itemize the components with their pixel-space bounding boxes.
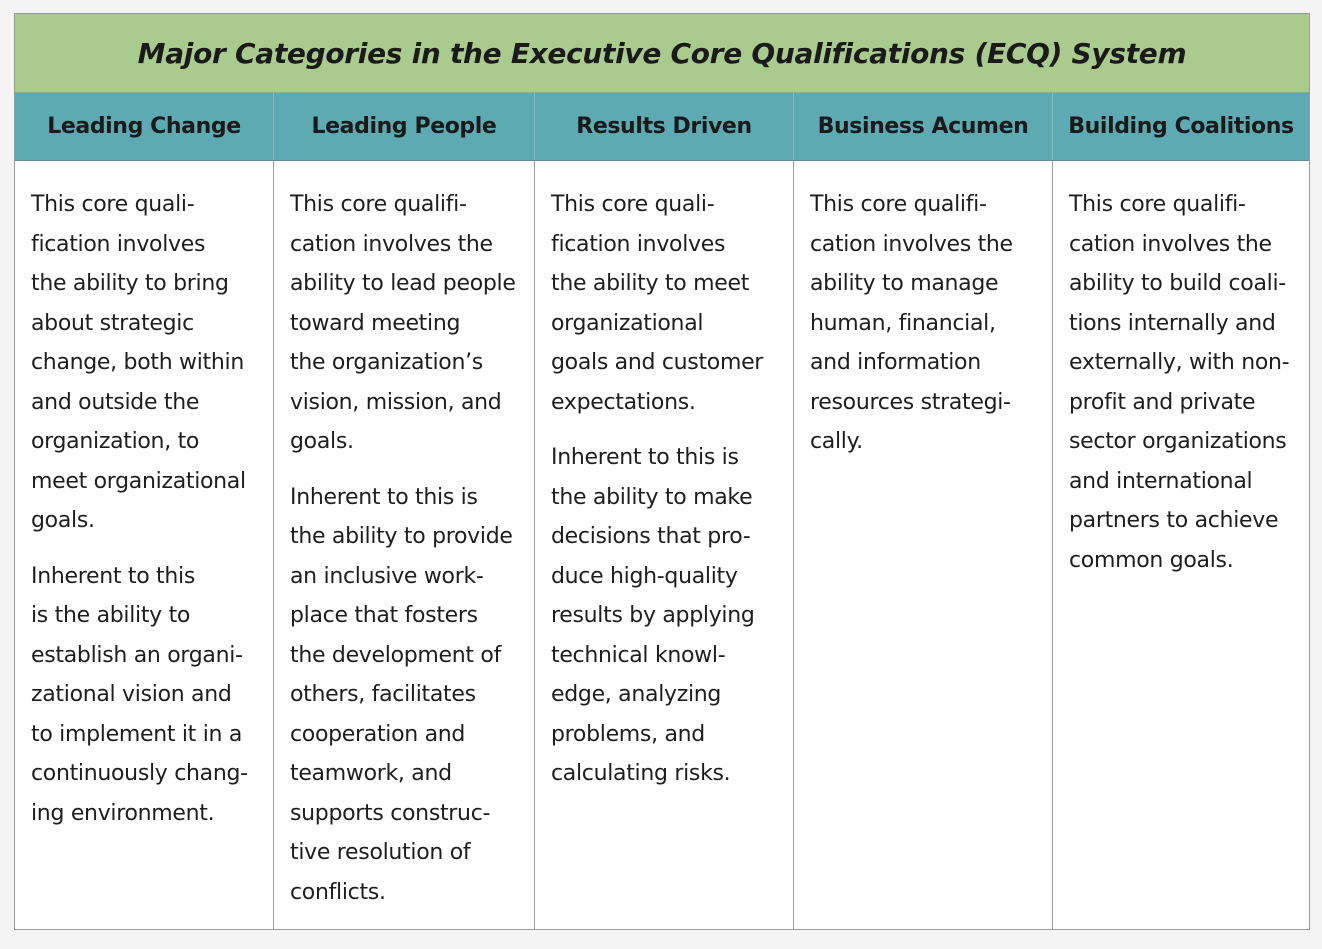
cell-paragraph: This core qualifi-cation involves the abi… [810, 185, 1052, 462]
text-line: supports construc- [290, 800, 491, 826]
text-line: Inherent to this [31, 563, 195, 589]
header-row: Leading Change Leading People Results Dr… [15, 93, 1309, 161]
text-line: tions internally and [1069, 310, 1276, 336]
text-line: fication involves [551, 231, 726, 257]
text-line: ability to manage [810, 271, 999, 296]
text-line: the development of [290, 642, 502, 668]
header-building-coalitions: Building Coalitions [1068, 114, 1294, 139]
text-line: the ability to bring [31, 271, 229, 296]
text-line: zational vision and [31, 682, 232, 707]
table-title-bar: Major Categories in the Executive Core Q… [15, 14, 1309, 93]
text-line: tive resolution of [290, 840, 471, 865]
header-leading-change: Leading Change [15, 93, 274, 160]
text-line: the ability to provide [290, 524, 513, 549]
text-line: organizational [551, 310, 704, 336]
text-line: decisions that pro- [551, 524, 751, 549]
text-line: to implement it in a [31, 721, 243, 747]
text-line: Inherent to this is [551, 445, 739, 470]
cell-paragraph: This core quali-fication involves the abi… [31, 185, 273, 541]
ecq-table: Major Categories in the Executive Core Q… [14, 13, 1310, 930]
cell-paragraph: Inherent to this is the ability to establi… [31, 557, 273, 834]
text-line: resources strategi- [810, 389, 1011, 415]
text-line: sector organizations [1069, 429, 1287, 454]
text-line: goals. [31, 508, 95, 533]
text-line: change, both within [31, 350, 244, 375]
text-line: externally, with non- [1069, 350, 1290, 375]
cell-paragraph: This core qualifi-cation involves the abi… [290, 185, 534, 462]
text-line: duce high-quality [551, 563, 738, 589]
text-line: fication involves [31, 231, 206, 257]
text-line: and international [1069, 468, 1253, 494]
text-line: cooperation and [290, 721, 466, 747]
text-line: ability to lead people [290, 271, 516, 296]
text-line: technical knowl- [551, 642, 726, 668]
text-line: the organization’s [290, 350, 483, 375]
text-line: human, financial, [810, 310, 996, 336]
text-line: goals and customer [551, 350, 764, 375]
text-line: common goals. [1069, 547, 1234, 573]
cell-paragraph: Inherent to this is the ability to make de… [551, 438, 793, 794]
header-business-acumen: Business Acumen [794, 93, 1053, 160]
text-line: calculating risks. [551, 761, 731, 786]
text-line: is the ability to [31, 603, 191, 628]
text-line: ability to build coali- [1069, 271, 1286, 296]
text-line: establish an organi- [31, 642, 243, 668]
header-results-driven: Results Driven [535, 93, 794, 160]
text-line: profit and private [1069, 389, 1256, 415]
text-line: vision, mission, and [290, 389, 502, 415]
text-line: results by applying [551, 603, 755, 628]
text-line: This core qualifi- [290, 192, 467, 217]
text-line: ing environment. [31, 800, 215, 826]
text-line: expectations. [551, 389, 696, 415]
text-line: toward meeting [290, 310, 461, 336]
text-line: Inherent to this is [290, 484, 478, 510]
text-line: conflicts. [290, 879, 386, 905]
text-line: meet organizational [31, 468, 246, 494]
text-line: This core qualifi- [810, 192, 987, 217]
text-line: the ability to meet [551, 271, 750, 296]
body-row: This core quali-fication involves the abi… [15, 161, 1309, 929]
text-line: others, facilitates [290, 682, 476, 707]
text-line: about strategic [31, 310, 194, 336]
cell-leading-change: This core quali-fication involves the abi… [15, 161, 274, 929]
text-line: partners to achieve [1069, 508, 1279, 533]
cell-leading-people: This core qualifi-cation involves the abi… [274, 161, 535, 929]
text-line: goals. [290, 429, 354, 454]
text-line: This core quali- [31, 192, 195, 217]
text-line: teamwork, and [290, 761, 452, 786]
text-line: This core qualifi- [1069, 192, 1246, 217]
cell-paragraph: This core qualifi-cation involves the abi… [1069, 185, 1309, 580]
text-line: place that fosters [290, 603, 478, 628]
header-leading-people: Leading People [274, 93, 535, 160]
text-line: cation involves the [810, 231, 1013, 257]
text-line: edge, analyzing [551, 682, 722, 707]
text-line: organization, to [31, 429, 200, 454]
cell-paragraph: This core quali-fication involves the abi… [551, 185, 793, 422]
text-line: cation involves the [290, 231, 493, 257]
cell-paragraph: Inherent to this is the ability to provid… [290, 478, 534, 913]
text-line: the ability to make [551, 484, 753, 510]
text-line: an inclusive work- [290, 563, 484, 589]
text-line: cation involves the [1069, 231, 1272, 257]
text-line: continuously chang- [31, 761, 248, 786]
text-line: cally. [810, 429, 863, 454]
text-line: This core quali- [551, 192, 715, 217]
cell-business-acumen: This core qualifi-cation involves the abi… [794, 161, 1053, 929]
cell-results-driven: This core quali-fication involves the abi… [535, 161, 794, 929]
text-line: and information [810, 350, 981, 375]
cell-building-coalitions: This core qualifi-cation involves the abi… [1053, 161, 1309, 929]
table-title: Major Categories in the Executive Core Q… [137, 36, 1187, 70]
text-line: problems, and [551, 721, 705, 747]
text-line: and outside the [31, 389, 200, 415]
